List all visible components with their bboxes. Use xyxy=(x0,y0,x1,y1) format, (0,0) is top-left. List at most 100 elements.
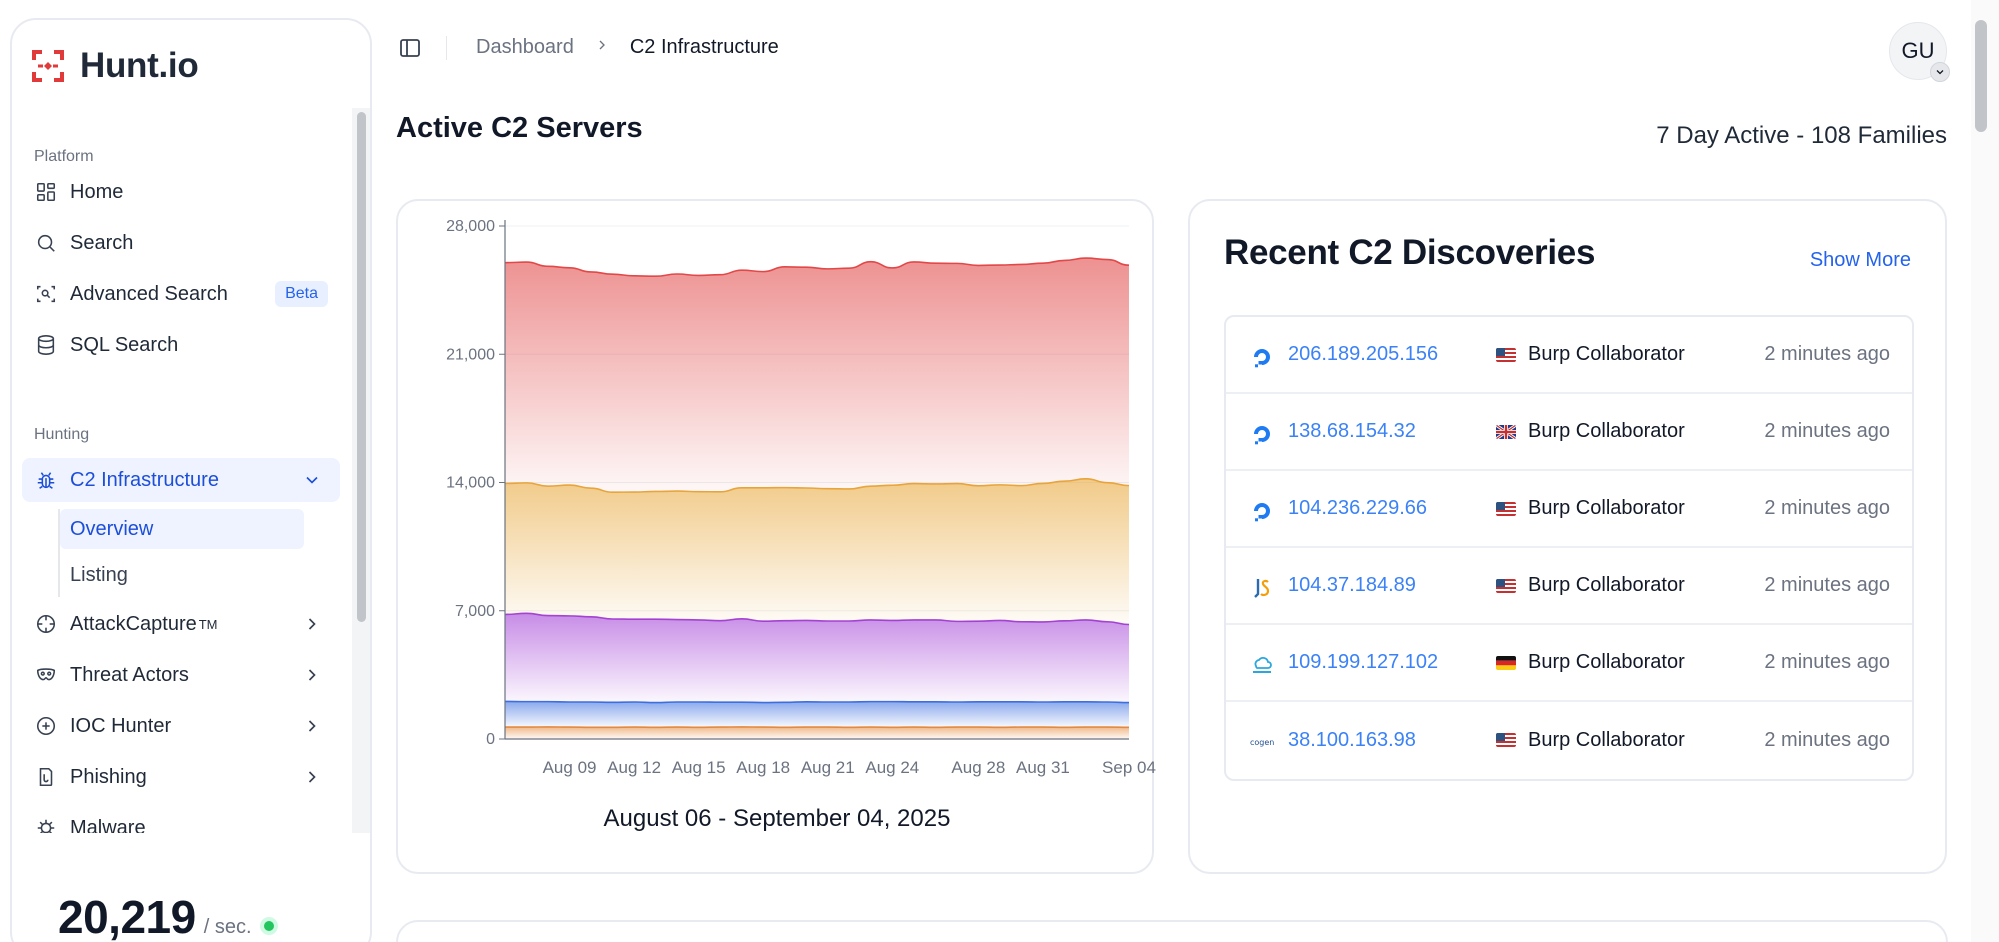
discovery-ip-link[interactable]: 38.100.163.98 xyxy=(1288,729,1416,751)
recent-c2-discoveries-card: Recent C2 Discoveries Show More 206.189.… xyxy=(1188,199,1947,874)
sidebar-scrollbar-thumb[interactable] xyxy=(357,112,366,622)
discovery-row[interactable]: 138.68.154.32 Burp Collaborator 2 minutes … xyxy=(1226,394,1912,471)
digitalocean-icon xyxy=(1250,499,1274,523)
chevron-right-icon xyxy=(302,614,322,634)
divider xyxy=(446,36,447,60)
flag-us-icon xyxy=(1496,579,1516,593)
discovery-family: Burp Collaborator xyxy=(1528,497,1685,519)
sidebar-subitem-listing[interactable]: Listing xyxy=(70,563,128,586)
chart-date-range: August 06 - September 04, 2025 xyxy=(603,805,951,832)
sidebar-item-ioc-hunter[interactable]: IOC Hunter xyxy=(22,704,340,748)
digitalocean-icon xyxy=(1250,422,1274,446)
fish-hook-icon xyxy=(34,765,58,789)
trademark-mark: TM xyxy=(198,616,218,632)
sidebar-item-c2-infrastructure[interactable]: C2 Infrastructure xyxy=(22,458,340,502)
flag-de-icon xyxy=(1496,656,1516,670)
sidebar-item-label: Advanced Search xyxy=(70,282,228,305)
discovery-row[interactable]: 206.189.205.156 Burp Collaborator 2 minute… xyxy=(1226,317,1912,394)
x-tick-label: Aug 09 xyxy=(543,758,597,777)
sidebar-item-search[interactable]: Search xyxy=(22,221,340,265)
chevron-right-icon xyxy=(302,716,322,736)
section-label-hunting: Hunting xyxy=(34,426,90,443)
discovery-row[interactable]: 109.199.127.102 Burp Collaborator 2 minute… xyxy=(1226,625,1912,702)
grid-icon xyxy=(34,180,58,204)
plus-circle-icon xyxy=(34,714,58,738)
discovery-time: 2 minutes ago xyxy=(1764,420,1890,442)
sidebar-item-attackcapture[interactable]: AttackCapture TM xyxy=(22,602,340,646)
discovery-time: 2 minutes ago xyxy=(1764,343,1890,365)
x-tick-label: Aug 21 xyxy=(801,758,855,777)
sidebar-item-advanced-search[interactable]: Advanced Search Beta xyxy=(22,272,340,316)
discovery-ip-link[interactable]: 138.68.154.32 xyxy=(1288,420,1416,442)
sidebar-item-label: IOC Hunter xyxy=(70,714,172,737)
discovery-row[interactable]: cogent 38.100.163.98 Burp Collaborator 2 mi… xyxy=(1226,702,1912,779)
event-rate-unit: / sec. xyxy=(203,916,252,938)
flag-us-icon xyxy=(1496,733,1516,747)
discovery-row[interactable]: 104.236.229.66 Burp Collaborator 2 minutes… xyxy=(1226,471,1912,548)
brand[interactable]: Hunt.io xyxy=(28,46,199,86)
sidebar-item-label: C2 Infrastructure xyxy=(70,468,219,491)
discovery-ip-link[interactable]: 104.236.229.66 xyxy=(1288,497,1428,519)
page-scrollbar-thumb[interactable] xyxy=(1975,20,1987,132)
live-status-dot xyxy=(259,917,278,935)
hosting-logo-icon xyxy=(1250,576,1274,600)
flag-gb-icon xyxy=(1496,425,1516,439)
x-tick-label: Aug 31 xyxy=(1016,758,1070,777)
avatar[interactable]: GU xyxy=(1889,22,1947,80)
chevron-right-icon xyxy=(302,767,322,787)
sidebar-item-sql-search[interactable]: SQL Search xyxy=(22,323,340,367)
sidebar-item-label: SQL Search xyxy=(70,333,179,356)
sidebar-item-label: AttackCapture xyxy=(70,612,197,635)
bug-icon xyxy=(34,468,58,492)
discovery-row[interactable]: 104.37.184.89 Burp Collaborator 2 minutes … xyxy=(1226,548,1912,625)
virus-icon xyxy=(34,816,58,833)
sidebar-item-home[interactable]: Home xyxy=(22,170,340,214)
discovery-family: Burp Collaborator xyxy=(1528,651,1685,673)
series-4-area xyxy=(505,258,1129,493)
active-c2-area-chart[interactable]: 0 7,000 14,000 21,000 28,000 Aug 09 Aug 12 Aug … xyxy=(398,201,1156,801)
sidebar-item-label: Phishing xyxy=(70,765,147,788)
discovery-time: 2 minutes ago xyxy=(1764,651,1890,673)
page-title: Active C2 Servers xyxy=(396,112,643,144)
brand-name: Hunt.io xyxy=(80,46,199,85)
sidebar-item-threat-actors[interactable]: Threat Actors xyxy=(22,653,340,697)
mask-icon xyxy=(34,663,58,687)
discovery-time: 2 minutes ago xyxy=(1764,574,1890,596)
series-2-area xyxy=(505,613,1129,703)
sidebar-item-label: Home xyxy=(70,180,124,203)
discovery-family: Burp Collaborator xyxy=(1528,729,1685,751)
show-more-link[interactable]: Show More xyxy=(1809,249,1911,271)
discovery-ip-link[interactable]: 109.199.127.102 xyxy=(1288,651,1439,673)
sidebar-item-phishing[interactable]: Phishing xyxy=(22,755,340,799)
discovery-time: 2 minutes ago xyxy=(1764,497,1890,519)
discovery-family: Burp Collaborator xyxy=(1528,420,1685,442)
breadcrumb-dashboard[interactable]: Dashboard xyxy=(476,36,574,58)
beta-badge: Beta xyxy=(275,281,328,307)
x-tick-label: Sep 04 xyxy=(1102,758,1156,777)
discovery-ip-link[interactable]: 104.37.184.89 xyxy=(1288,574,1416,596)
series-0-area xyxy=(505,726,1129,739)
page-scrollbar[interactable] xyxy=(1971,0,1999,942)
active-families-summary: 7 Day Active - 108 Families xyxy=(1656,122,1947,149)
flag-us-icon xyxy=(1496,502,1516,516)
event-rate: 20,219 / sec. xyxy=(58,890,278,942)
hunt-logo-icon xyxy=(32,50,64,82)
crosshair-icon xyxy=(34,612,58,636)
discovery-family: Burp Collaborator xyxy=(1528,343,1685,365)
sidebar-toggle-icon[interactable] xyxy=(398,36,422,60)
discovery-ip-link[interactable]: 206.189.205.156 xyxy=(1288,343,1439,365)
sidebar-item-malware[interactable]: Malware xyxy=(22,806,340,833)
x-tick-label: Aug 28 xyxy=(951,758,1005,777)
breadcrumb-current: C2 Infrastructure xyxy=(629,36,779,58)
sidebar-subitem-overview[interactable]: Overview xyxy=(60,509,304,549)
y-tick-label: 14,000 xyxy=(446,475,495,492)
series-3-area xyxy=(505,478,1129,625)
sidebar: Hunt.io Platform Home Search Advanced Se… xyxy=(10,18,372,942)
breadcrumb: Dashboard C2 Infrastructure xyxy=(476,36,779,59)
x-tick-label: Aug 12 xyxy=(607,758,661,777)
section-label-platform: Platform xyxy=(34,148,94,165)
chevron-down-icon[interactable] xyxy=(1930,62,1950,82)
x-tick-label: Aug 18 xyxy=(736,758,790,777)
chevron-right-icon xyxy=(594,36,610,59)
chevron-down-icon xyxy=(302,470,322,490)
